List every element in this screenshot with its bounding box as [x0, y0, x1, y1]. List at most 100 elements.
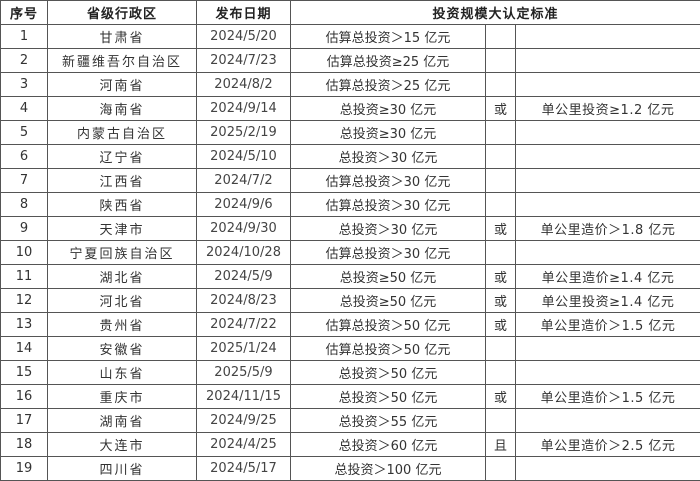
conjunction-cell — [486, 337, 516, 361]
per-km-cost-cell — [516, 457, 700, 481]
per-km-cost-cell: 单公里造价＞1.8 亿元 — [516, 217, 700, 241]
region-cell: 湖北省 — [48, 265, 197, 289]
date-cell: 2025/1/24 — [197, 337, 291, 361]
conjunction-cell — [486, 25, 516, 49]
total-investment-cell: 估算总投资≥25 亿元 — [291, 49, 486, 73]
per-km-cost-cell — [516, 73, 700, 97]
total-investment-cell: 估算总投资＞50 亿元 — [291, 337, 486, 361]
region-cell: 四川省 — [48, 457, 197, 481]
per-km-cost-cell — [516, 409, 700, 433]
total-investment-cell: 总投资＞100 亿元 — [291, 457, 486, 481]
region-cell: 大连市 — [48, 433, 197, 457]
header-standard: 投资规模大认定标准 — [291, 1, 700, 25]
row-index-cell: 18 — [1, 433, 48, 457]
total-investment-cell: 估算总投资＞30 亿元 — [291, 193, 486, 217]
per-km-cost-cell — [516, 337, 700, 361]
per-km-cost-cell — [516, 361, 700, 385]
row-index-cell: 2 — [1, 49, 48, 73]
per-km-cost-cell — [516, 121, 700, 145]
region-cell: 江西省 — [48, 169, 197, 193]
row-index-cell: 9 — [1, 217, 48, 241]
date-cell: 2024/9/30 — [197, 217, 291, 241]
per-km-cost-cell — [516, 145, 700, 169]
row-index-cell: 6 — [1, 145, 48, 169]
date-cell: 2024/5/10 — [197, 145, 291, 169]
total-investment-cell: 总投资＞50 亿元 — [291, 385, 486, 409]
header-date: 发布日期 — [197, 1, 291, 25]
region-cell: 新疆维吾尔自治区 — [48, 49, 197, 73]
per-km-cost-cell: 单公里造价＞1.5 亿元 — [516, 313, 700, 337]
date-cell: 2024/9/25 — [197, 409, 291, 433]
region-cell: 甘肃省 — [48, 25, 197, 49]
region-cell: 内蒙古自治区 — [48, 121, 197, 145]
date-cell: 2024/4/25 — [197, 433, 291, 457]
row-index-cell: 15 — [1, 361, 48, 385]
row-index-cell: 19 — [1, 457, 48, 481]
total-investment-cell: 总投资＞30 亿元 — [291, 217, 486, 241]
row-index-cell: 11 — [1, 265, 48, 289]
conjunction-cell: 或 — [486, 217, 516, 241]
region-cell: 安徽省 — [48, 337, 197, 361]
header-index: 序号 — [1, 1, 48, 25]
conjunction-cell — [486, 457, 516, 481]
date-cell: 2024/11/15 — [197, 385, 291, 409]
total-investment-cell: 估算总投资＞30 亿元 — [291, 241, 486, 265]
row-index-cell: 1 — [1, 25, 48, 49]
date-cell: 2025/2/19 — [197, 121, 291, 145]
region-cell: 湖南省 — [48, 409, 197, 433]
per-km-cost-cell: 单公里造价＞2.5 亿元 — [516, 433, 700, 457]
conjunction-cell — [486, 73, 516, 97]
per-km-cost-cell: 单公里造价＞1.5 亿元 — [516, 385, 700, 409]
row-index-cell: 5 — [1, 121, 48, 145]
total-investment-cell: 估算总投资＞25 亿元 — [291, 73, 486, 97]
conjunction-cell — [486, 193, 516, 217]
date-cell: 2024/9/14 — [197, 97, 291, 121]
date-cell: 2025/5/9 — [197, 361, 291, 385]
total-investment-cell: 总投资≥30 亿元 — [291, 97, 486, 121]
date-cell: 2024/7/23 — [197, 49, 291, 73]
row-index-cell: 3 — [1, 73, 48, 97]
total-investment-cell: 总投资＞55 亿元 — [291, 409, 486, 433]
conjunction-cell — [486, 49, 516, 73]
date-cell: 2024/8/2 — [197, 73, 291, 97]
conjunction-cell: 且 — [486, 433, 516, 457]
date-cell: 2024/7/22 — [197, 313, 291, 337]
header-row: 序号 省级行政区 发布日期 投资规模大认定标准 — [1, 1, 700, 25]
conjunction-cell — [486, 145, 516, 169]
per-km-cost-cell — [516, 241, 700, 265]
conjunction-cell — [486, 169, 516, 193]
total-investment-cell: 估算总投资＞30 亿元 — [291, 169, 486, 193]
conjunction-cell — [486, 361, 516, 385]
row-index-cell: 8 — [1, 193, 48, 217]
row-index-cell: 10 — [1, 241, 48, 265]
total-investment-cell: 估算总投资＞15 亿元 — [291, 25, 486, 49]
region-cell: 河南省 — [48, 73, 197, 97]
total-investment-cell: 总投资＞30 亿元 — [291, 145, 486, 169]
region-cell: 山东省 — [48, 361, 197, 385]
row-index-cell: 14 — [1, 337, 48, 361]
date-cell: 2024/5/9 — [197, 265, 291, 289]
per-km-cost-cell — [516, 169, 700, 193]
row-index-cell: 13 — [1, 313, 48, 337]
row-index-cell: 4 — [1, 97, 48, 121]
per-km-cost-cell: 单公里造价≥1.4 亿元 — [516, 265, 700, 289]
date-cell: 2024/9/6 — [197, 193, 291, 217]
total-investment-cell: 总投资≥50 亿元 — [291, 265, 486, 289]
total-investment-cell: 总投资＞50 亿元 — [291, 361, 486, 385]
row-index-cell: 17 — [1, 409, 48, 433]
total-investment-cell: 估算总投资＞50 亿元 — [291, 313, 486, 337]
